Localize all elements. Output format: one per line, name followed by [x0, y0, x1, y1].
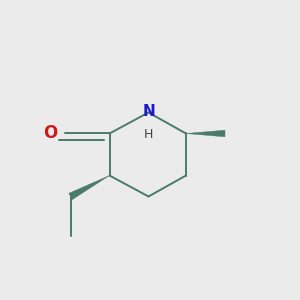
Polygon shape: [69, 176, 110, 200]
Text: N: N: [142, 103, 155, 118]
Polygon shape: [186, 130, 225, 137]
Text: H: H: [144, 128, 153, 141]
Text: O: O: [43, 124, 57, 142]
